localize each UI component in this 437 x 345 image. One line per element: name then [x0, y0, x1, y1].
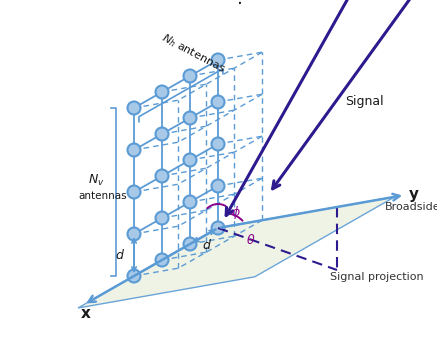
Text: Broadside: Broadside [385, 202, 437, 212]
Circle shape [212, 53, 225, 67]
Text: ⋮: ⋮ [231, 0, 249, 6]
Circle shape [128, 101, 141, 115]
Text: Signal: Signal [345, 95, 384, 108]
Text: $N_v$: $N_v$ [88, 173, 104, 188]
Circle shape [128, 144, 141, 157]
Text: $\mathbf{y}$: $\mathbf{y}$ [408, 188, 420, 204]
Circle shape [184, 196, 197, 208]
Circle shape [184, 154, 197, 167]
Circle shape [184, 69, 197, 82]
Circle shape [156, 86, 169, 99]
Text: $\mathbf{x}$: $\mathbf{x}$ [80, 306, 91, 321]
Polygon shape [78, 197, 395, 308]
Circle shape [156, 128, 169, 140]
Text: antennas: antennas [78, 191, 127, 201]
Text: $\theta$: $\theta$ [246, 233, 255, 247]
Circle shape [212, 179, 225, 193]
Circle shape [212, 221, 225, 235]
Circle shape [128, 186, 141, 198]
Circle shape [156, 169, 169, 183]
Circle shape [128, 227, 141, 240]
Circle shape [156, 254, 169, 266]
Circle shape [212, 96, 225, 108]
Circle shape [184, 111, 197, 125]
Circle shape [156, 211, 169, 225]
Text: $d$: $d$ [115, 248, 125, 262]
Circle shape [184, 237, 197, 250]
Circle shape [128, 269, 141, 283]
Text: Signal projection: Signal projection [330, 272, 423, 282]
Text: $N_h$ antennas: $N_h$ antennas [159, 31, 228, 77]
Circle shape [212, 138, 225, 150]
Text: $\phi$: $\phi$ [231, 204, 241, 221]
Text: $d$: $d$ [202, 238, 212, 252]
